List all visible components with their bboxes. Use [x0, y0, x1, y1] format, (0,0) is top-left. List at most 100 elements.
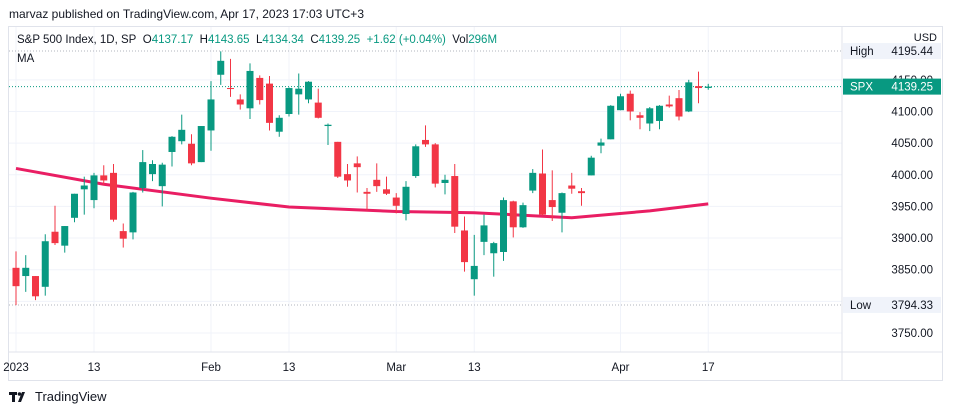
candle-up [558, 192, 566, 233]
candle-body [353, 163, 361, 168]
candle-body [266, 83, 273, 123]
candle-body [587, 157, 595, 176]
time-tick-label: Apr [612, 362, 630, 374]
grid-lines [9, 27, 942, 380]
candle-down [451, 164, 459, 233]
candle-body [480, 225, 488, 242]
candle-down [334, 141, 342, 178]
last-price-tag: SPX 4139.25 [843, 78, 941, 95]
candle-body [636, 115, 644, 118]
candle-down [373, 163, 381, 192]
candle-up [90, 172, 98, 209]
last-price-tag-bg [843, 78, 941, 95]
candle-body [646, 108, 654, 124]
candle-up [656, 105, 663, 130]
candle-up [246, 63, 254, 120]
candle-body [548, 200, 556, 208]
candle-body [207, 99, 215, 131]
candle-body [412, 146, 420, 177]
candle-up [587, 155, 595, 176]
candle-up [61, 226, 69, 253]
candle-body [100, 175, 108, 181]
candle-down [266, 76, 273, 131]
candle-body [441, 179, 449, 183]
candle-body [227, 88, 234, 90]
candle-body [22, 267, 30, 277]
candle-body [197, 126, 205, 163]
price-tick-label: 3850.00 [891, 265, 933, 277]
price-tick-label: 4050.00 [891, 138, 933, 150]
candle-body [665, 104, 673, 107]
currency-label: USD [913, 32, 937, 44]
candle-up [490, 241, 498, 277]
moving-average-line [15, 166, 709, 220]
candle-body [607, 105, 615, 140]
candle-body [188, 143, 195, 164]
candle-body [275, 117, 283, 132]
candle-down [314, 88, 322, 119]
candle-down [548, 170, 556, 221]
publisher-line: marvaz published on TradingView.com, Apr… [9, 7, 364, 21]
candle-body [626, 93, 634, 112]
close-value: 4139.25 [318, 34, 361, 46]
high-tag: High 4195.44 [843, 43, 941, 60]
candle-body [139, 162, 147, 189]
candle-down [119, 223, 127, 248]
candle-up [149, 160, 156, 182]
time-tick-label: 13 [468, 362, 481, 374]
low-tag-bg [843, 296, 941, 313]
marker-lines [9, 50, 842, 306]
high-tag-label: High [850, 46, 874, 58]
price-tick-label: 4000.00 [891, 170, 933, 182]
candle-down [422, 125, 429, 147]
candle-body [451, 176, 459, 227]
open-label: O [142, 34, 152, 46]
candle-body [285, 88, 293, 114]
candle-body [490, 243, 498, 254]
candle-up [480, 214, 488, 256]
indicator-legend[interactable]: MA [17, 53, 35, 65]
candle-up [685, 79, 693, 113]
tradingview-footer[interactable]: TradingView [9, 389, 107, 404]
candle-up [305, 81, 312, 104]
candle-body [80, 185, 88, 190]
candle-body [373, 179, 381, 187]
candle-up [295, 73, 303, 115]
candle-up [207, 81, 215, 151]
candle-up [324, 123, 332, 146]
price-tick-label: 3950.00 [891, 201, 933, 213]
candle-up [129, 191, 137, 240]
candle-body [704, 86, 712, 88]
candle-body [597, 142, 605, 146]
candle-down [665, 95, 673, 108]
candle-down [383, 176, 390, 196]
candle-up [412, 144, 420, 178]
price-tick-label: 3750.00 [891, 328, 933, 340]
candle-body [110, 172, 117, 220]
candle-body [168, 136, 176, 152]
candle-body [256, 77, 264, 101]
candle-body [392, 197, 400, 206]
candle-body [217, 60, 225, 75]
candle-down [578, 188, 585, 206]
chart-frame [8, 26, 943, 381]
candle-body [295, 88, 303, 95]
candle-body [119, 231, 127, 239]
candle-up [139, 150, 147, 193]
candle-body [470, 265, 478, 280]
candle-down [353, 156, 361, 193]
candle-down [431, 143, 439, 188]
candle-up [71, 193, 78, 223]
tradingview-logo-icon [9, 391, 25, 402]
high-tag-bg [843, 43, 941, 60]
candle-body [539, 173, 546, 215]
low-tag-value: 3794.33 [891, 300, 933, 312]
price-tick-label: 3900.00 [891, 233, 933, 245]
candle-body [695, 86, 702, 89]
candle-body [568, 185, 576, 189]
time-axis-labels: 2023 13 Feb 13 Mar 13 Apr 17 [3, 362, 714, 374]
candle-body [431, 144, 439, 184]
candle-down [509, 200, 517, 238]
candle-body [685, 82, 693, 112]
